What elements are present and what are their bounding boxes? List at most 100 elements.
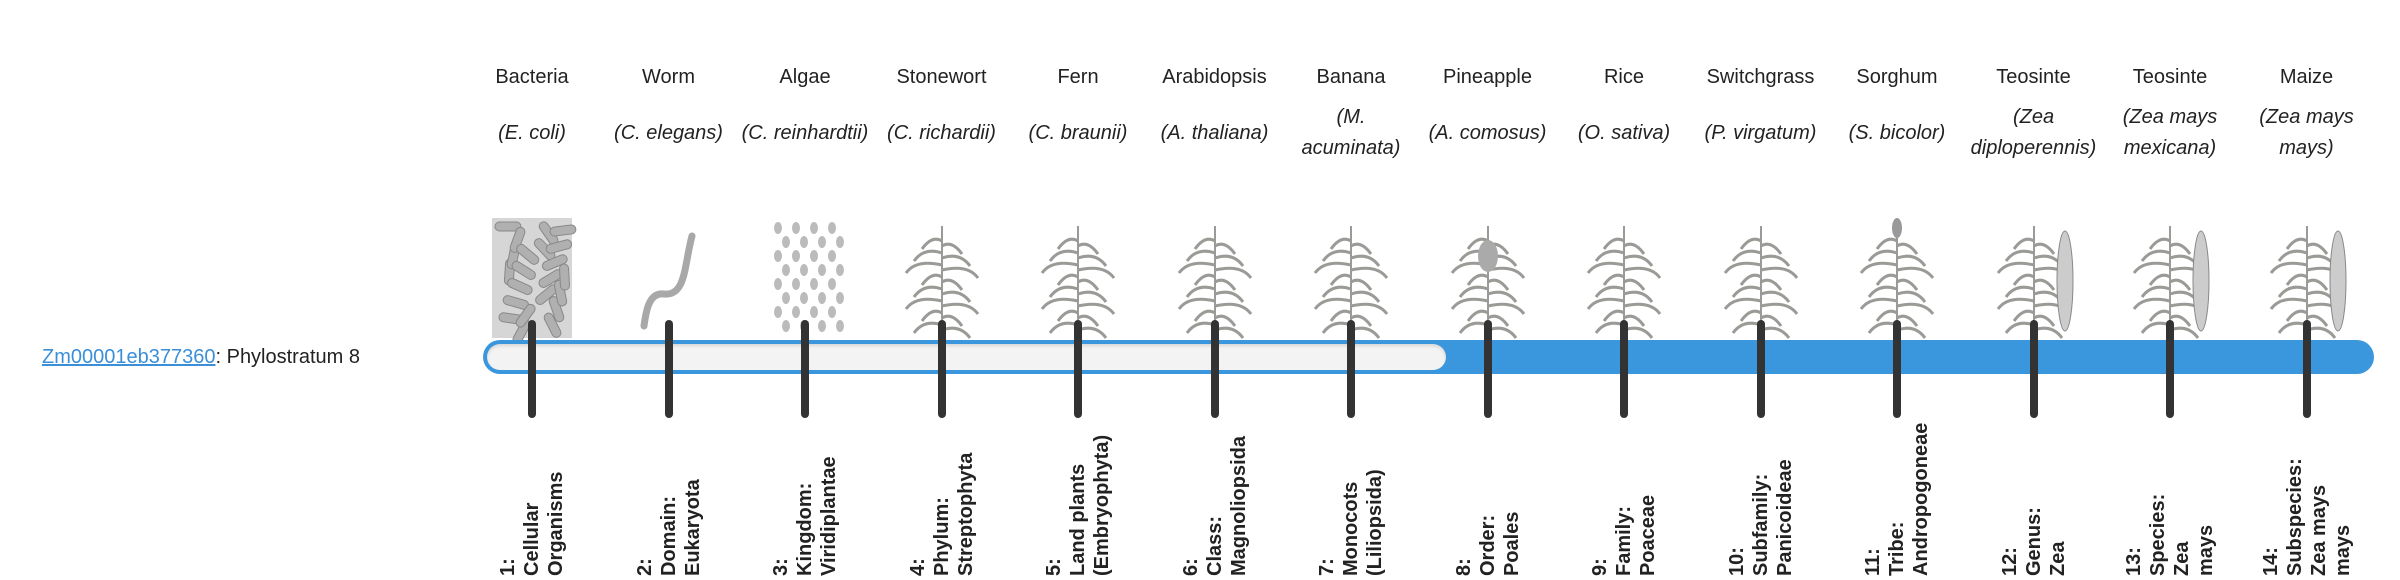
organism-species-wrap: (S. bicolor)	[1832, 102, 1962, 164]
stratum-label-line: Class:	[1203, 515, 1226, 576]
organism-species-wrap: (A. comosus)	[1423, 102, 1553, 164]
algae-icon	[760, 216, 850, 340]
stratum-label: 4: Phylum: Streptophyta	[906, 426, 978, 576]
teosinte-icon	[1989, 216, 2079, 340]
stratum-tick	[1483, 320, 1492, 418]
organism-species-name: (S. bicolor)	[1848, 121, 1946, 144]
organism-column: Rice (O. sativa)	[1559, 62, 1689, 340]
organism-common-name: Teosinte	[2132, 66, 2208, 88]
organism-species-name: (Zea diploperennis)	[1970, 106, 2097, 159]
organism-column: Maize (Zea mays mays)	[2242, 62, 2372, 340]
stratum-label-line: 4:	[906, 558, 929, 576]
organism-common-name: Sorghum	[1856, 66, 1938, 88]
stratum-tick	[2302, 320, 2311, 418]
stratum-label-line: 2:	[633, 558, 656, 576]
organism-species-wrap: (Zea diploperennis)	[1969, 102, 2099, 164]
stratum-label-line: Cellular	[521, 502, 543, 576]
organism-common-name: Worm	[642, 66, 695, 88]
stratum-label-line: (Liliopsida)	[1364, 469, 1386, 576]
stratum-label-line: Subspecies:	[2283, 458, 2306, 576]
organism-species-name: (C. braunii)	[1028, 121, 1128, 144]
stratum-label: 1: Cellular Organisms	[496, 426, 568, 576]
stratum-label: 12: Genus: Zea	[1998, 426, 2070, 576]
organism-species-wrap: (O. sativa)	[1559, 102, 1689, 164]
stratum-tick	[1620, 320, 1628, 418]
organism-column: Teosinte (Zea mays mexicana)	[2105, 62, 2235, 340]
stratum-label-line: 13:	[2123, 547, 2145, 576]
organism-species-name: (P. virgatum)	[1704, 121, 1817, 144]
arabidopsis-icon	[1170, 216, 1260, 340]
organism-species-name: (C. richardii)	[887, 121, 996, 144]
sorghum-icon	[1852, 216, 1942, 340]
organism-species-wrap: (E. coli)	[467, 102, 597, 164]
organism-column: Stonewort (C. richardii)	[877, 62, 1007, 340]
stratum-tick	[2029, 320, 2038, 418]
stratum-label-line: 5:	[1043, 558, 1065, 576]
stratum-label-line: 11:	[1862, 548, 1884, 576]
stratum-label-line: Eukaryota	[681, 479, 704, 576]
organism-column: Banana (M. acuminata)	[1286, 62, 1416, 340]
stratum-label-line: 6:	[1179, 558, 1202, 576]
gene-id-link[interactable]: Zm00001eb377360	[42, 346, 216, 368]
stratum-label-line: Panicoideae	[1773, 459, 1796, 576]
organism-species-wrap: (C. braunii)	[1013, 102, 1143, 164]
organism-common-name: Fern	[1057, 66, 1099, 88]
stratum-label: 8: Order: Poales	[1452, 426, 1524, 576]
stratum-label-line: Streptophyta	[954, 452, 977, 576]
organism-column: Algae (C. reinhardtii)	[740, 62, 870, 340]
phylostratum-bar	[483, 340, 2374, 374]
stratum-label-line: Organisms	[545, 471, 567, 576]
organism-species-name: (E. coli)	[498, 121, 566, 144]
organism-common-name: Pineapple	[1443, 66, 1532, 88]
organism-column: Sorghum (S. bicolor)	[1832, 62, 1962, 340]
organism-common-name: Teosinte	[1996, 66, 2071, 88]
organism-column: Teosinte (Zea diploperennis)	[1969, 62, 2099, 340]
organism-species-name: (Zea mays mexicana)	[2122, 106, 2218, 159]
organism-common-name: Bacteria	[495, 66, 569, 88]
organism-species-wrap: (P. virgatum)	[1696, 102, 1826, 164]
stratum-label-line: Species:	[2147, 493, 2169, 576]
stratum-label: 10: Subfamily: Panicoideae	[1725, 426, 1797, 576]
organism-common-name: Maize	[2279, 66, 2334, 88]
organism-common-name: Stonewort	[896, 66, 987, 88]
organism-species-wrap: (C. richardii)	[877, 102, 1007, 164]
organism-column: Switchgrass (P. virgatum)	[1696, 62, 1826, 340]
stratum-label-line: 9:	[1589, 558, 1611, 576]
fern-icon	[1033, 216, 1123, 340]
worm-icon	[624, 216, 714, 340]
organism-species-name: (O. sativa)	[1577, 121, 1671, 144]
stratum-label-line: 12:	[1998, 547, 2021, 576]
organism-species-wrap: (Zea mays mexicana)	[2105, 102, 2235, 164]
stratum-label-line: Andropogoneae	[1910, 422, 1932, 576]
organism-species-wrap: (C. reinhardtii)	[740, 102, 870, 164]
stratum-label-line: Order:	[1476, 514, 1499, 576]
phylostratum-text: : Phylostratum 8	[215, 346, 360, 368]
stratum-label-line: Domain:	[657, 496, 680, 576]
stratum-tick	[2166, 320, 2174, 418]
organism-common-name: Arabidopsis	[1162, 66, 1267, 88]
stratum-label: 13: Species: Zea mays	[2122, 426, 2218, 576]
stratum-label-line: Magnoliopsida	[1227, 436, 1250, 576]
organism-species-name: (A. comosus)	[1428, 121, 1547, 144]
stratum-tick	[1074, 320, 1082, 418]
stratum-tick	[528, 320, 536, 418]
stratum-label: 7: Monocots (Liliopsida)	[1315, 426, 1387, 576]
bacteria-icon	[487, 216, 577, 345]
organism-common-name: Banana	[1316, 66, 1386, 88]
stratum-label-line: Subfamily:	[1749, 473, 1772, 576]
stratum-label: 2: Domain: Eukaryota	[633, 426, 705, 576]
stratum-label-line: Zea	[2046, 541, 2069, 576]
stratum-label: 9: Family: Poaceae	[1588, 426, 1660, 576]
stratum-label-line: Genus:	[2022, 507, 2045, 576]
organism-species-wrap: (M. acuminata)	[1286, 102, 1416, 164]
stratum-label-line: Phylum:	[930, 497, 953, 576]
stratum-tick	[664, 320, 673, 418]
phylostratum-bar-empty	[487, 344, 1446, 370]
stratum-label-line: (Embryophyta)	[1091, 434, 1113, 576]
stratum-label-line: 1:	[497, 558, 519, 576]
organism-species-wrap: (A. thaliana)	[1150, 102, 1280, 164]
organism-common-name: Switchgrass	[1706, 66, 1815, 88]
stratum-label-line: 10:	[1725, 547, 1748, 576]
organism-species-name: (A. thaliana)	[1160, 121, 1269, 144]
stratum-label-line: mays	[2195, 524, 2217, 576]
